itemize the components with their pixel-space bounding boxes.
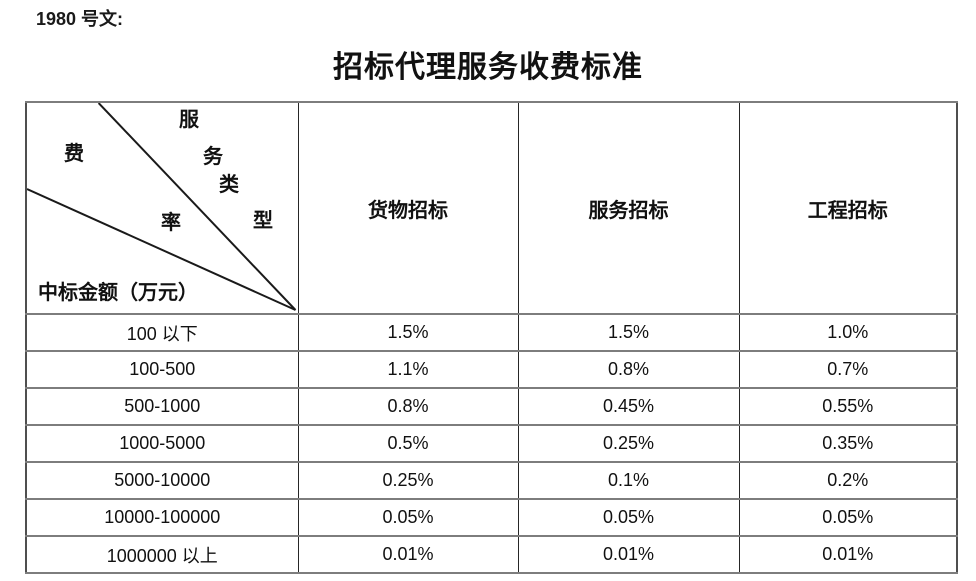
table-row: 100 以下 1.5% 1.5% 1.0% bbox=[25, 313, 958, 352]
column-header-services: 服务招标 bbox=[517, 101, 740, 315]
corner-label-service-type-char: 类 bbox=[219, 174, 239, 196]
corner-label-service-type-char: 务 bbox=[203, 146, 223, 168]
goods-rate-cell: 0.05% bbox=[297, 498, 519, 537]
goods-rate-cell: 1.5% bbox=[297, 313, 519, 352]
services-rate-cell: 0.01% bbox=[517, 535, 740, 574]
corner-label-service-type-char: 服 bbox=[179, 109, 199, 131]
table-row: 10000-100000 0.05% 0.05% 0.05% bbox=[25, 498, 958, 537]
goods-rate-cell: 0.5% bbox=[297, 424, 519, 463]
diagonal-line-lower bbox=[27, 188, 296, 311]
services-rate-cell: 0.8% bbox=[517, 350, 740, 389]
amount-range-cell: 10000-100000 bbox=[25, 498, 299, 537]
works-rate-cell: 0.55% bbox=[738, 387, 958, 426]
table-row: 500-1000 0.8% 0.45% 0.55% bbox=[25, 387, 958, 426]
table-row: 1000000 以上 0.01% 0.01% 0.01% bbox=[25, 535, 958, 574]
page-title: 招标代理服务收费标准 bbox=[333, 51, 643, 84]
corner-label-service-type-char: 型 bbox=[253, 210, 273, 232]
corner-diagonal-lines bbox=[27, 104, 297, 311]
works-rate-cell: 1.0% bbox=[738, 313, 958, 352]
corner-label-rate-char: 率 bbox=[161, 212, 181, 234]
works-rate-cell: 0.2% bbox=[738, 461, 958, 500]
table-row: 5000-10000 0.25% 0.1% 0.2% bbox=[25, 461, 958, 500]
diagonal-line-upper bbox=[98, 104, 297, 311]
fee-standard-table: 服 务 类 型 费 率 中标金额（万元） 货物招标 服务招标 工程招标 100 … bbox=[25, 101, 958, 574]
table-row: 1000-5000 0.5% 0.25% 0.35% bbox=[25, 424, 958, 463]
column-header-goods: 货物招标 bbox=[297, 101, 519, 315]
goods-rate-cell: 0.25% bbox=[297, 461, 519, 500]
column-header-works: 工程招标 bbox=[738, 101, 958, 315]
table-header-row: 服 务 类 型 费 率 中标金额（万元） 货物招标 服务招标 工程招标 bbox=[25, 101, 958, 315]
works-rate-cell: 0.01% bbox=[738, 535, 958, 574]
services-rate-cell: 0.1% bbox=[517, 461, 740, 500]
amount-range-cell: 500-1000 bbox=[25, 387, 299, 426]
works-rate-cell: 0.35% bbox=[738, 424, 958, 463]
corner-label-rate-char: 费 bbox=[64, 143, 84, 165]
corner-label-bid-amount: 中标金额（万元） bbox=[38, 282, 198, 304]
goods-rate-cell: 0.8% bbox=[297, 387, 519, 426]
goods-rate-cell: 0.01% bbox=[297, 535, 519, 574]
services-rate-cell: 0.45% bbox=[517, 387, 740, 426]
works-rate-cell: 0.05% bbox=[738, 498, 958, 537]
document-reference-number: 1980 号文: bbox=[36, 9, 124, 29]
services-rate-cell: 0.25% bbox=[517, 424, 740, 463]
works-rate-cell: 0.7% bbox=[738, 350, 958, 389]
goods-rate-cell: 1.1% bbox=[297, 350, 519, 389]
amount-range-cell: 5000-10000 bbox=[25, 461, 299, 500]
table-row: 100-500 1.1% 0.8% 0.7% bbox=[25, 350, 958, 389]
amount-range-cell: 100 以下 bbox=[25, 313, 299, 352]
diagonal-corner-cell: 服 务 类 型 费 率 中标金额（万元） bbox=[25, 101, 299, 315]
amount-range-cell: 1000-5000 bbox=[25, 424, 299, 463]
services-rate-cell: 0.05% bbox=[517, 498, 740, 537]
amount-range-cell: 100-500 bbox=[25, 350, 299, 389]
services-rate-cell: 1.5% bbox=[517, 313, 740, 352]
amount-range-cell: 1000000 以上 bbox=[25, 535, 299, 574]
